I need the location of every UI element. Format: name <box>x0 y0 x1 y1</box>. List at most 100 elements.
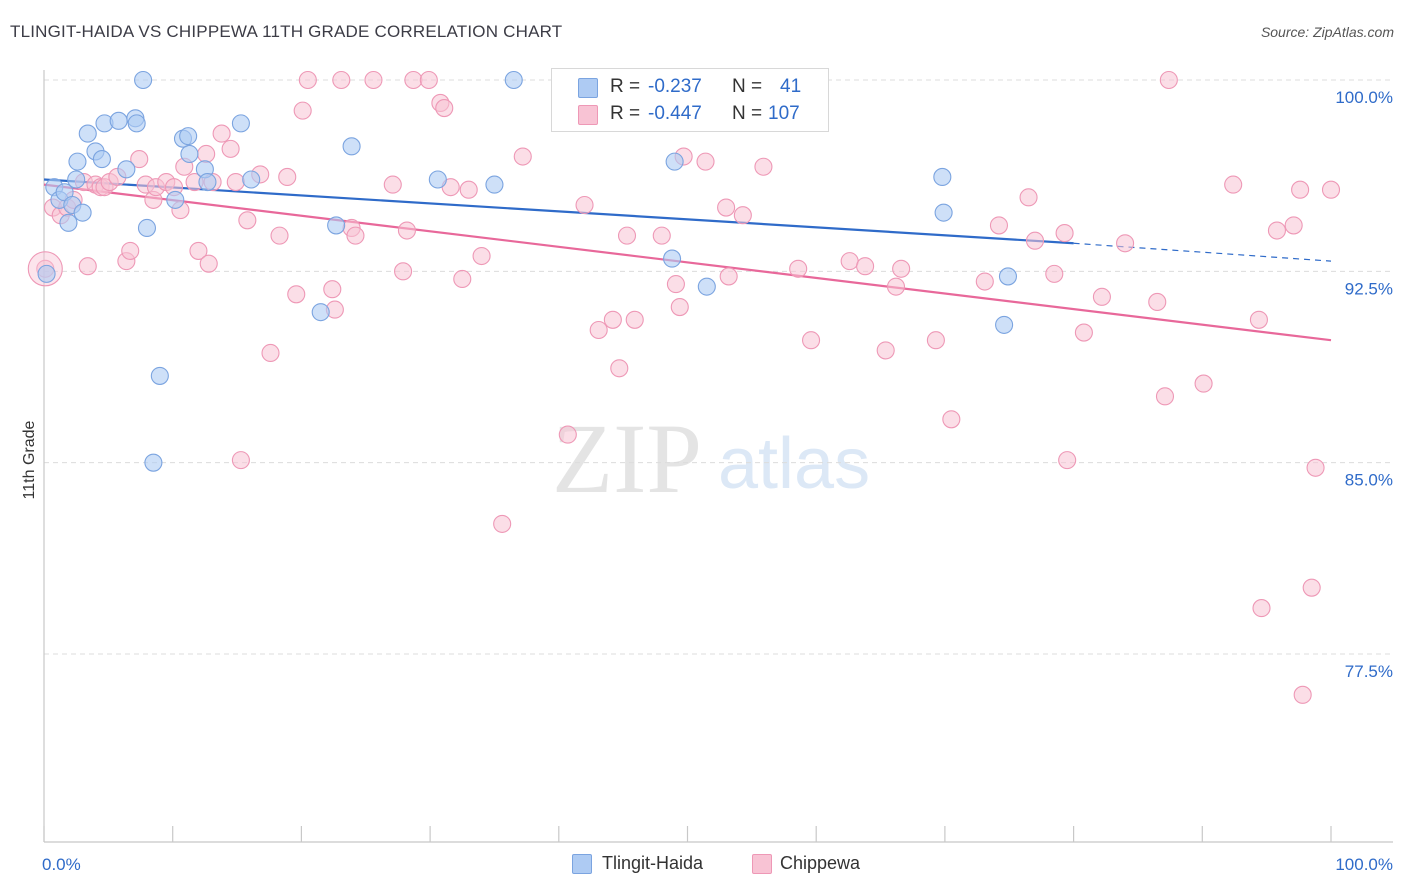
chippewa-point <box>719 267 738 286</box>
tlingit-haida-point <box>311 303 330 322</box>
legend-row-blue: R = -0.237 N = 41 <box>552 74 828 100</box>
chippewa-point <box>1019 188 1038 207</box>
tlingit-haida-points <box>37 70 1018 472</box>
chippewa-point <box>1302 578 1321 597</box>
source-label: Source: ZipAtlas.com <box>1260 24 1394 40</box>
chippewa-point <box>1148 292 1167 311</box>
chippewa-point <box>696 152 715 171</box>
chippewa-point <box>1194 374 1213 393</box>
chippewa-point <box>1252 599 1271 618</box>
chippewa-point <box>238 211 257 230</box>
series-swatch-blue <box>572 854 592 874</box>
legend-row-pink: R = -0.447 N = 107 <box>552 101 828 127</box>
chippewa-trend-line <box>43 183 1332 342</box>
legend-swatch-blue <box>578 78 598 98</box>
legend-n-value-blue: 41 <box>780 76 802 97</box>
chippewa-point <box>1306 458 1325 477</box>
chippewa-point <box>221 139 240 158</box>
chippewa-point <box>404 70 423 90</box>
tlingit-haida-point <box>179 127 198 146</box>
legend-r-value-blue: -0.237 <box>648 76 702 97</box>
chippewa-point <box>1074 323 1093 342</box>
chippewa-point <box>383 175 402 194</box>
tlingit-haida-point <box>68 152 87 171</box>
chippewa-point <box>397 221 416 240</box>
grid-lines <box>44 79 1393 655</box>
chippewa-point <box>802 331 821 350</box>
chippewa-point <box>652 226 671 245</box>
chippewa-point <box>435 99 454 118</box>
chart-title: TLINGIT-HAIDA VS CHIPPEWA 11TH GRADE COR… <box>10 22 563 41</box>
chippewa-point <box>666 275 685 294</box>
tlingit-haida-point <box>67 170 86 189</box>
chippewa-point <box>1159 70 1178 90</box>
tlingit-haida-point <box>78 124 97 143</box>
chippewa-point <box>1321 180 1341 199</box>
chippewa-point <box>975 272 994 291</box>
tlingit-haida-point <box>995 315 1014 334</box>
chippewa-point <box>1116 234 1135 253</box>
tlingit-haida-point <box>166 190 185 209</box>
chippewa-point <box>459 180 478 199</box>
tlingit-haida-point <box>144 453 163 472</box>
tlingit-haida-point <box>59 213 78 232</box>
chippewa-point <box>212 124 231 143</box>
chippewa-point <box>231 451 250 470</box>
chippewa-point <box>1092 287 1111 306</box>
chippewa-point <box>130 150 149 169</box>
tlingit-haida-point <box>428 170 447 189</box>
y-tick-label: 77.5% <box>1345 662 1393 681</box>
chippewa-point <box>1224 175 1243 194</box>
legend-r-label: R = <box>610 76 641 97</box>
chippewa-point <box>226 172 245 192</box>
tlingit-haida-point <box>933 167 952 186</box>
legend-r-value-pink: -0.447 <box>648 103 702 124</box>
chippewa-point <box>493 514 512 533</box>
chippewa-point <box>876 341 895 360</box>
tlingit-haida-trend-extension <box>1073 242 1332 262</box>
chippewa-point <box>840 252 859 271</box>
chippewa-point <box>78 257 97 276</box>
chippewa-point <box>754 157 773 176</box>
chippewa-point <box>419 70 438 90</box>
series-name-blue: Tlingit-Haida <box>602 853 704 873</box>
chippewa-point <box>189 241 208 260</box>
chippewa-point <box>789 259 808 278</box>
tlingit-haida-point <box>150 366 169 385</box>
chippewa-point <box>1284 216 1303 235</box>
chippewa-point <box>989 216 1009 235</box>
y-tick-label: 92.5% <box>1345 279 1393 298</box>
chippewa-point <box>1055 224 1074 243</box>
chippewa-point <box>1058 451 1077 470</box>
chippewa-point <box>733 206 752 225</box>
axes <box>43 70 1393 843</box>
chippewa-point <box>1155 387 1175 406</box>
x-tick-label-min: 0.0% <box>42 855 81 874</box>
chippewa-point <box>293 101 312 120</box>
tlingit-haida-point <box>327 216 346 235</box>
tlingit-haida-point <box>485 175 504 194</box>
chippewa-point <box>603 310 622 329</box>
chippewa-point <box>558 425 577 444</box>
tlingit-haida-point <box>109 111 128 130</box>
chippewa-point <box>856 257 875 276</box>
tlingit-haida-point <box>92 150 111 169</box>
chippewa-point <box>886 277 906 296</box>
chippewa-point <box>121 241 140 260</box>
y-tick-label: 85.0% <box>1345 471 1393 490</box>
tlingit-haida-point <box>934 203 953 222</box>
chippewa-point <box>270 226 289 245</box>
chippewa-point <box>298 70 317 90</box>
legend-n-value-pink: 107 <box>768 103 800 124</box>
chippewa-point <box>394 262 413 281</box>
correlation-legend: R = -0.237 N = 41 R = -0.447 N = 107 <box>551 68 829 132</box>
legend-n-label: N = <box>732 76 763 97</box>
chippewa-point <box>453 269 472 289</box>
chippewa-point <box>1267 221 1286 240</box>
chippewa-point <box>625 310 644 329</box>
chippewa-point <box>1045 264 1064 283</box>
chippewa-point <box>261 343 280 363</box>
chippewa-point <box>942 410 961 429</box>
tlingit-haida-point <box>998 267 1018 286</box>
